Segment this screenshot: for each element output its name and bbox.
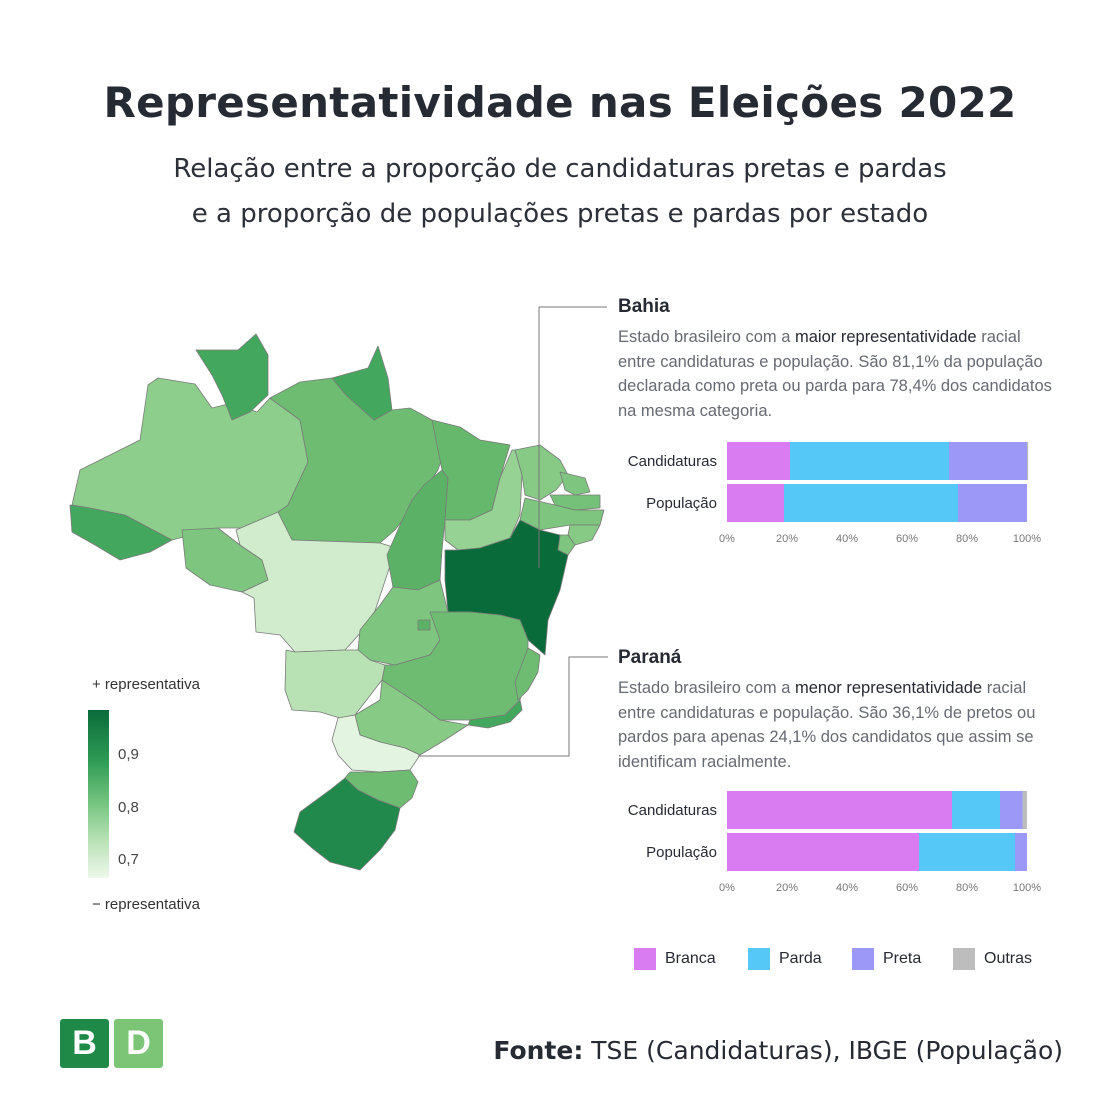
scale-tick: 0,8: [118, 799, 139, 816]
bar-segment-branca: [727, 442, 790, 480]
bar-segment-branca: [727, 791, 952, 829]
map-state-ms: [284, 649, 386, 719]
map-state-es: [514, 647, 541, 701]
bar-segment-preta: [949, 442, 1027, 480]
axis-tick-label: 20%: [776, 882, 798, 894]
source-credit: Fonte: TSE (Candidaturas), IBGE (Populaç…: [493, 1036, 1063, 1065]
map-state-df: [417, 619, 431, 631]
axis-tick-label: 20%: [776, 533, 798, 545]
map-state-rr: [195, 333, 269, 421]
scale-tick: 0,9: [118, 746, 139, 763]
legend-bottom-label: − representativa: [92, 896, 200, 913]
legend-item-outras: Outras: [953, 948, 1032, 970]
bahia-stacked-bar-chart: Candidaturas População 0% 20% 40% 60% 80% 100%: [628, 442, 1041, 545]
bahia-connector-line: [538, 306, 607, 568]
bar-segment-branca: [727, 833, 919, 871]
map-state-pr: [331, 714, 421, 773]
bar-segment-parda: [790, 442, 949, 480]
axis-tick-label: 80%: [956, 533, 978, 545]
bahia-description: Estado brasileiro com a maior representa…: [618, 328, 1052, 420]
parana-description: Estado brasileiro com a menor representa…: [618, 679, 1036, 771]
axis-tick-label: 100%: [1013, 533, 1041, 545]
map-state-ap: [331, 345, 393, 421]
legend-swatch: [748, 948, 770, 970]
legend-top-label: + representativa: [92, 676, 200, 693]
legend-swatch: [852, 948, 874, 970]
bar-segment-outras: [1022, 791, 1027, 829]
axis-tick-label: 80%: [956, 882, 978, 894]
bar-segment-preta: [1015, 833, 1027, 871]
highlight-state-parana: Paraná: [618, 647, 682, 668]
bar-segment-parda: [952, 791, 1000, 829]
axis-tick-label: 40%: [836, 882, 858, 894]
legend-item-preta: Preta: [852, 948, 921, 970]
logo-letter-b: B: [60, 1019, 109, 1068]
page-title: Representatividade nas Eleições 2022: [103, 78, 1017, 127]
bar-segment-parda: [784, 484, 958, 522]
logo-letter-d: D: [114, 1019, 163, 1068]
bar-category-label: Candidaturas: [628, 802, 717, 819]
axis-tick-label: 100%: [1013, 882, 1041, 894]
axis-tick-label: 60%: [896, 882, 918, 894]
bar-category-label: População: [646, 495, 717, 512]
map-state-ce: [514, 444, 569, 501]
bar-segment-branca: [727, 484, 784, 522]
map-state-rs: [293, 777, 401, 871]
bar-segment-preta: [1000, 791, 1023, 829]
brazil-choropleth-map: [69, 333, 605, 871]
parana-connector-line: [418, 656, 608, 757]
bar-category-label: Candidaturas: [628, 453, 717, 470]
scale-tick: 0,7: [118, 851, 139, 868]
bar-segment-parda: [919, 833, 1015, 871]
highlight-state-bahia: Bahia: [618, 296, 670, 317]
subtitle-line-1: Relação entre a proporção de candidatura…: [173, 154, 947, 184]
legend-swatch: [953, 948, 975, 970]
map-state-rj: [467, 699, 523, 729]
legend-swatch: [634, 948, 656, 970]
bar-segment-outras: [1027, 442, 1029, 480]
color-scale-bar: [88, 710, 109, 878]
parana-stacked-bar-chart: Candidaturas População 0% 20% 40% 60% 80% 100%: [628, 791, 1041, 894]
axis-tick-label: 60%: [896, 533, 918, 545]
axis-tick-label: 0%: [719, 882, 735, 894]
legend-item-branca: Branca: [634, 948, 716, 970]
axis-tick-label: 0%: [719, 533, 735, 545]
subtitle-line-2: e a proporção de populações pretas e par…: [191, 199, 929, 229]
bar-category-label: População: [646, 844, 717, 861]
legend-item-parda: Parda: [748, 948, 822, 970]
axis-tick-label: 40%: [836, 533, 858, 545]
map-state-rn: [559, 471, 591, 496]
bar-segment-preta: [958, 484, 1027, 522]
map-state-al: [567, 524, 601, 546]
